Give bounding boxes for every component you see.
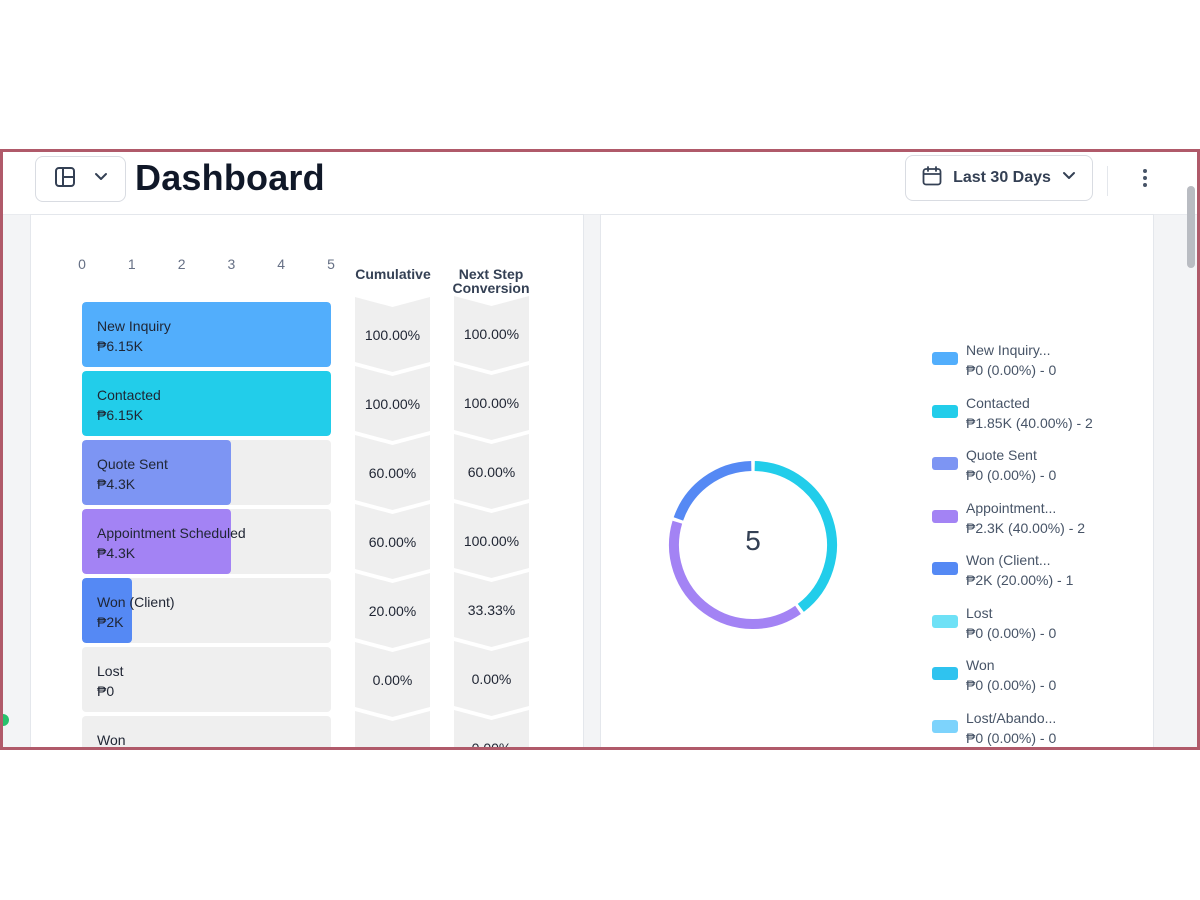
funnel-row-label: Won (Client) ₱2K xyxy=(97,592,175,632)
funnel-row[interactable]: Appointment Scheduled ₱4.3K xyxy=(82,509,331,574)
donut-center-total: 5 xyxy=(745,525,761,556)
layout-switch-button[interactable] xyxy=(35,156,126,202)
legend-value: ₱0 (0.00%) - 0 xyxy=(966,677,1057,693)
legend-value: ₱0 (0.00%) - 0 xyxy=(966,467,1057,483)
stage-value: ₱0 xyxy=(97,683,115,699)
stage-value: ₱4.3K xyxy=(97,545,136,561)
axis-tick-label: 3 xyxy=(227,256,236,272)
legend-swatch xyxy=(932,667,958,680)
stage-value: ₱6.15K xyxy=(97,338,143,354)
legend-name: Contacted xyxy=(966,394,1030,411)
legend-name: Lost xyxy=(966,604,993,621)
legend-name: Appointment... xyxy=(966,499,1057,516)
date-range-button[interactable]: Last 30 Days xyxy=(905,155,1093,201)
funnel-bar xyxy=(82,440,232,505)
legend-swatch xyxy=(932,562,958,575)
legend-name: New Inquiry... xyxy=(966,342,1051,358)
next-step-cell: 0.00% xyxy=(454,641,529,716)
legend-swatch xyxy=(932,719,958,733)
funnel-row[interactable]: Quote Sent ₱4.3K xyxy=(82,440,331,505)
stage-name: Quote Sent xyxy=(97,456,168,472)
calendar-icon xyxy=(921,165,943,192)
funnel-row-label: Contacted ₱6.15K xyxy=(97,385,161,425)
next-step-cell: 100.00% xyxy=(454,365,529,440)
next-step-header-line2: Conversion xyxy=(452,280,530,296)
axis-tick-label: 2 xyxy=(177,256,186,272)
stage-value: ₱6.15K xyxy=(97,407,143,423)
more-options-button[interactable] xyxy=(1131,164,1159,196)
donut-chart xyxy=(669,461,837,629)
axis-tick-label: 0 xyxy=(78,256,86,272)
funnel-row[interactable]: Won xyxy=(82,716,331,748)
next-step-cell: 60.00% xyxy=(454,434,529,509)
stage-name: Appointment Scheduled xyxy=(97,525,246,541)
next-step-header: Next Step Conversion xyxy=(451,267,531,295)
dashboard-window: Dashboard Last 30 Days xyxy=(0,149,1200,750)
top-bar: Dashboard Last 30 Days xyxy=(3,152,1197,215)
next-step-cell: 100.00% xyxy=(454,296,529,371)
legend-value: ₱2.3K (40.00%) - 2 xyxy=(966,519,1086,536)
layout-panels-icon xyxy=(54,166,76,193)
stage-name: New Inquiry xyxy=(97,318,171,334)
legend-value: ₱0 (0.00%) - 0 xyxy=(966,729,1057,746)
scrollbar-thumb[interactable] xyxy=(1187,186,1195,268)
funnel-bar xyxy=(82,509,232,574)
chevron-down-icon xyxy=(94,170,108,189)
date-range-label: Last 30 Days xyxy=(953,169,1051,186)
next-step-cell: 100.00% xyxy=(454,503,529,578)
axis-tick-label: 1 xyxy=(127,256,136,272)
funnel-row[interactable]: Won (Client) ₱2K xyxy=(82,578,331,643)
funnel-row-label: Appointment Scheduled ₱4.3K xyxy=(97,523,246,563)
stage-value: ₱4.3K xyxy=(97,476,136,492)
stage-value: ₱2K xyxy=(97,614,124,630)
legend-swatch xyxy=(932,404,958,418)
funnel-row-label: Lost ₱0 xyxy=(97,661,123,701)
funnel-row-label: Won xyxy=(97,730,126,748)
stage-name: Contacted xyxy=(97,387,161,403)
funnel-row-label: Quote Sent ₱4.3K xyxy=(97,454,168,494)
cumulative-cell: 100.00% xyxy=(355,366,430,441)
cumulative-cell: 20.00% xyxy=(355,573,430,648)
chevron-down-icon xyxy=(1061,168,1077,189)
legend-value: ₱0 (0.00%) - 0 xyxy=(966,624,1057,641)
legend-name: Quote Sent xyxy=(966,447,1037,463)
legend-swatch xyxy=(932,352,958,365)
donut-segment[interactable] xyxy=(673,461,752,521)
axis-tick-label: 5 xyxy=(327,256,335,272)
status-dot xyxy=(3,714,9,726)
stage-name: Won (Client) xyxy=(97,594,175,610)
funnel-row[interactable]: Contacted ₱6.15K xyxy=(82,371,331,436)
legend-name: Lost/Abando... xyxy=(966,709,1057,726)
axis-tick-label: 4 xyxy=(277,256,286,272)
stage-name: Lost xyxy=(97,663,124,679)
cumulative-cell: 0.00% xyxy=(355,642,430,717)
funnel-bar xyxy=(82,578,132,643)
donut-segment[interactable] xyxy=(754,461,837,612)
funnel-bar xyxy=(82,371,331,436)
legend-swatch xyxy=(932,614,958,628)
cumulative-cell: 60.00% xyxy=(355,504,430,579)
cumulative-cell: 100.00% xyxy=(355,297,430,372)
cumulative-cell: 60.00% xyxy=(355,435,430,510)
pie-card xyxy=(600,214,1154,747)
more-vertical-icon xyxy=(1142,168,1148,193)
donut-segment[interactable] xyxy=(669,520,801,629)
cumulative-header: Cumulative xyxy=(355,266,431,282)
legend-name: Won xyxy=(966,657,995,673)
legend-value: ₱2K (20.00%) - 1 xyxy=(966,572,1074,588)
divider xyxy=(1107,166,1108,196)
legend-name: Won (Client... xyxy=(966,552,1051,568)
next-step-cell: 33.33% xyxy=(454,572,529,647)
funnel-row[interactable]: Lost ₱0 xyxy=(82,647,331,712)
funnel-row-label: New Inquiry ₱6.15K xyxy=(97,316,171,356)
legend-swatch xyxy=(932,457,958,470)
funnel-row[interactable]: New Inquiry ₱6.15K xyxy=(82,302,331,367)
legend-value: ₱1.85K (40.00%) - 2 xyxy=(966,414,1093,431)
legend-value: ₱0 (0.00%) - 0 xyxy=(966,362,1057,378)
next-step-header-line1: Next Step xyxy=(458,266,524,282)
funnel-bar xyxy=(82,302,331,367)
page-title: Dashboard xyxy=(135,157,325,198)
legend-swatch xyxy=(932,509,958,523)
stage-name: Won xyxy=(97,732,126,748)
